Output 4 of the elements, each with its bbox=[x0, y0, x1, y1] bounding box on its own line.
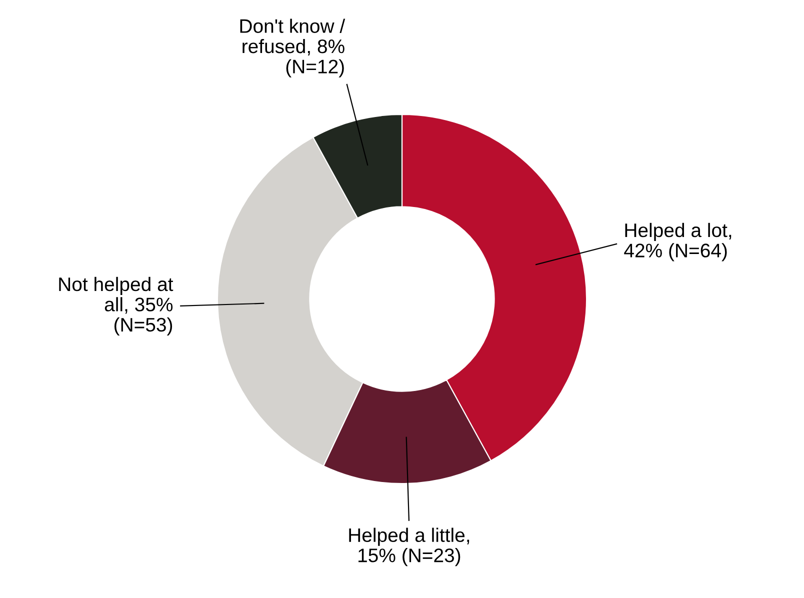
slice-label: Helped a little, 15% (N=23) bbox=[349, 528, 470, 566]
slice-label: Helped a lot, 42% (N=64) bbox=[624, 222, 732, 262]
slice-label: Don't know / refused, 8% (N=12) bbox=[240, 18, 346, 78]
slice-label: Not helped at all, 35% (N=53) bbox=[59, 276, 174, 336]
